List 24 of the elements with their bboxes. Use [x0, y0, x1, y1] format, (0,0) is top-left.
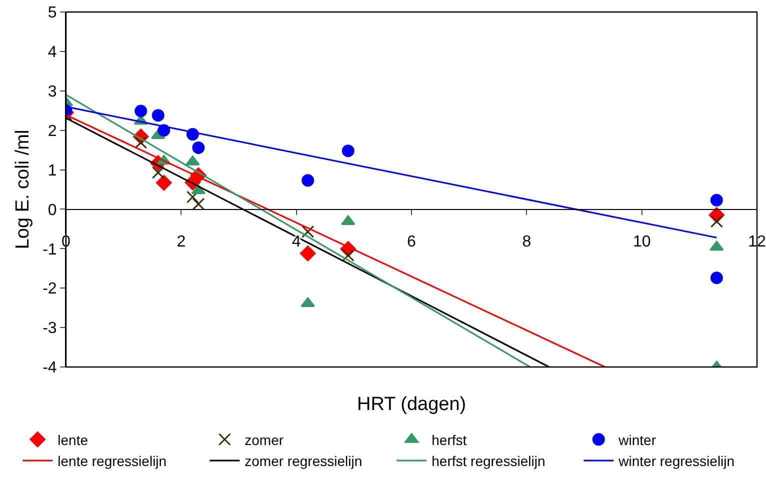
legend-label: lente regressielijn [58, 453, 167, 470]
legend-label: herfst [432, 432, 467, 448]
y-tick-label: -4 [42, 360, 57, 377]
y-tick-label: -3 [42, 320, 57, 338]
y-tick-label: 4 [48, 44, 57, 62]
y-axis-title: Log E. coli /ml [12, 130, 34, 250]
x-axis-title: HRT (dagen) [357, 394, 466, 415]
legend-label: zomer regressielijn [244, 453, 362, 470]
y-tick-label: -2 [42, 280, 57, 298]
legend-label: zomer [244, 432, 284, 448]
x-tick-label: 2 [176, 233, 186, 250]
x-tick-label: 6 [407, 233, 416, 250]
legend-label: winter regressielijn [618, 453, 735, 470]
legend-label: herfst regressielijn [432, 453, 546, 470]
y-tick-label: 0 [48, 202, 57, 219]
legend-label: lente [58, 432, 88, 448]
y-tick-label: 1 [48, 162, 57, 180]
y-tick-label: -1 [42, 241, 57, 258]
x-tick-label: 10 [632, 233, 651, 250]
y-tick-label: 3 [48, 83, 57, 100]
y-tick-label: 5 [48, 4, 57, 22]
x-tick-label: 8 [522, 233, 532, 250]
y-tick-label: 2 [48, 122, 57, 140]
legend-label: winter [618, 432, 656, 448]
